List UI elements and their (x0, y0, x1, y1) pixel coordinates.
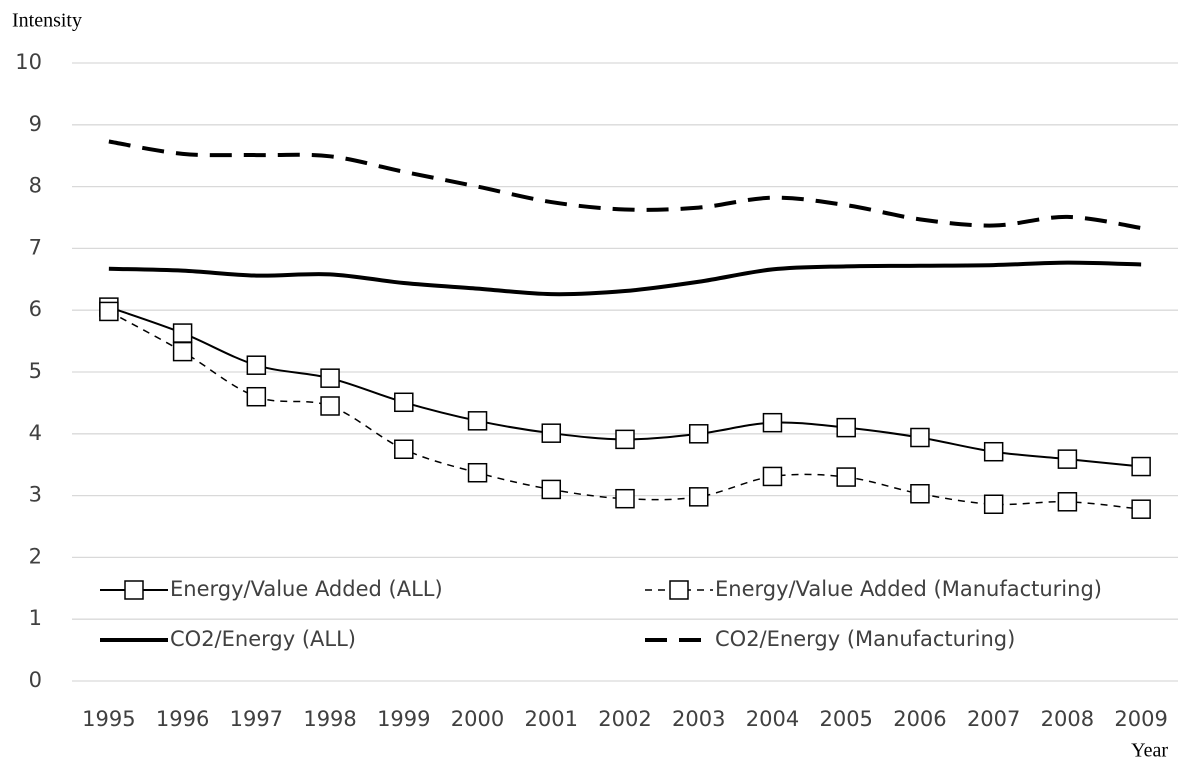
marker (541, 423, 562, 443)
y-tick-label: 8 (29, 174, 42, 198)
x-tick-label: 1997 (230, 707, 283, 731)
y-tick-label: 5 (29, 359, 42, 383)
y-tick-label: 4 (29, 421, 42, 445)
legend-marker (669, 580, 689, 600)
marker (172, 323, 193, 343)
y-tick-label: 1 (29, 606, 42, 630)
y-axis-label: Intensity (12, 10, 82, 32)
marker (688, 487, 709, 507)
x-tick-label: 2001 (525, 707, 578, 731)
marker (172, 341, 193, 362)
marker (1131, 456, 1151, 477)
legend-label: CO2/Energy (ALL) (170, 627, 356, 651)
marker (467, 462, 488, 483)
marker (541, 479, 562, 500)
x-tick-label: 2008 (1041, 707, 1094, 731)
marker (762, 466, 783, 487)
x-tick-label: 1996 (156, 707, 209, 731)
x-tick-label: 1999 (377, 707, 430, 731)
x-tick-label: 1995 (82, 707, 135, 731)
marker (467, 411, 488, 431)
marker (762, 412, 783, 433)
marker (99, 301, 119, 322)
marker (246, 386, 267, 407)
series-line (108, 310, 1142, 510)
marker (394, 439, 414, 459)
x-tick-label: 2005 (819, 707, 872, 731)
x-tick-label: 1998 (303, 707, 356, 731)
y-tick-label: 0 (29, 668, 42, 692)
y-tick-label: 2 (29, 544, 42, 568)
series-line (108, 260, 1142, 297)
legend-label: Energy/Value Added (ALL) (170, 577, 443, 601)
marker (983, 441, 1004, 462)
marker (688, 424, 709, 444)
x-tick-label: 2004 (746, 707, 799, 731)
series-line (108, 139, 1142, 230)
marker (983, 494, 1004, 515)
x-tick-label: 2007 (967, 707, 1020, 731)
x-tick-label: 2003 (672, 707, 725, 731)
x-tick-label: 2002 (598, 707, 651, 731)
marker (615, 488, 635, 509)
marker (320, 396, 340, 416)
y-tick-label: 7 (29, 235, 42, 259)
marker (615, 429, 635, 450)
marker (836, 417, 856, 438)
marker (836, 467, 856, 487)
marker (910, 427, 930, 448)
x-tick-label: 2009 (1114, 707, 1167, 731)
marker (1057, 492, 1078, 512)
y-tick-label: 3 (29, 483, 42, 507)
marker (1057, 449, 1078, 469)
marker (910, 483, 930, 504)
x-tick-label: 2006 (893, 707, 946, 731)
legend-label: Energy/Value Added (Manufacturing) (715, 577, 1102, 601)
x-axis-label: Year (1131, 740, 1168, 762)
legend-marker (124, 580, 144, 600)
x-tick-label: 2000 (451, 707, 504, 731)
y-tick-label: 9 (29, 112, 42, 136)
marker (246, 355, 267, 375)
legend-label: CO2/Energy (Manufacturing) (715, 627, 1015, 651)
marker (1131, 499, 1151, 519)
y-tick-label: 10 (15, 50, 42, 74)
marker (394, 392, 414, 413)
y-tick-label: 6 (29, 297, 42, 321)
marker (320, 368, 340, 388)
